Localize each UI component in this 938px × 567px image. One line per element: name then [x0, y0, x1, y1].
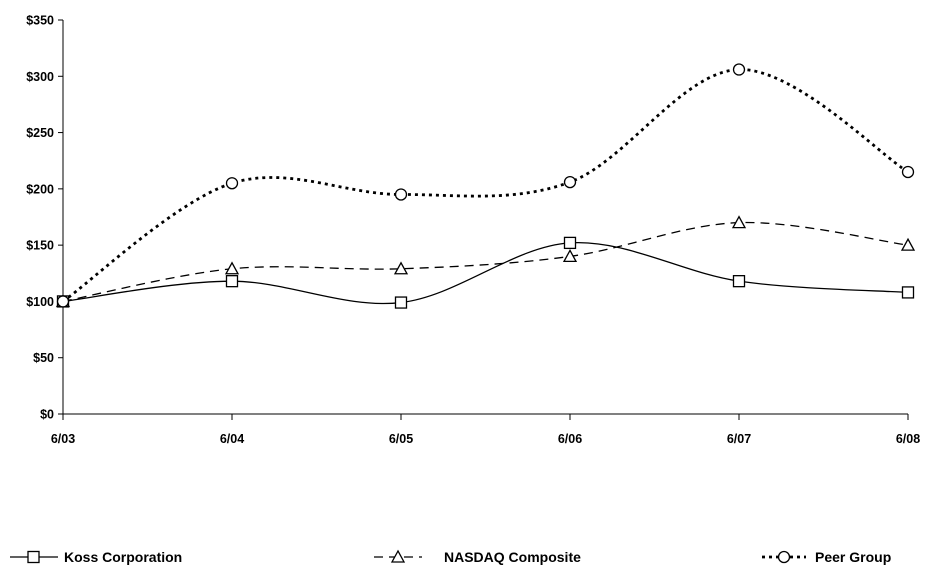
- y-tick: $300: [26, 70, 63, 84]
- x-tick-label: 6/04: [220, 432, 244, 446]
- data-point-koss: [394, 296, 408, 309]
- data-point-nasdaq: [731, 215, 747, 229]
- y-tick: $0: [40, 408, 63, 422]
- y-tick-label: $100: [26, 295, 54, 309]
- data-point-peer: [394, 188, 408, 201]
- y-tick-label: $250: [26, 126, 54, 140]
- y-tick-label: $300: [26, 70, 54, 84]
- x-tick-label: 6/03: [51, 432, 75, 446]
- circle-icon: [777, 550, 791, 564]
- data-point-peer: [225, 177, 239, 190]
- legend-item-nasdaq: NASDAQ Composite: [374, 549, 581, 565]
- x-ticks: 6/03 6/04 6/05 6/06 6/07 6/08: [51, 414, 920, 446]
- series-line-peer: [62, 68, 909, 303]
- series-line-nasdaq: [62, 221, 909, 303]
- x-tick: 6/07: [727, 414, 751, 446]
- y-tick: $200: [26, 182, 63, 196]
- x-tick-label: 6/08: [896, 432, 920, 446]
- y-tick-label: $200: [26, 182, 54, 196]
- data-point-koss: [901, 286, 915, 299]
- x-tick: 6/05: [389, 414, 413, 446]
- y-tick-label: $0: [40, 408, 54, 422]
- data-point-nasdaq: [562, 249, 578, 263]
- legend-label-peer: Peer Group: [815, 549, 891, 565]
- data-point-koss: [732, 275, 746, 288]
- legend-label-nasdaq: NASDAQ Composite: [444, 549, 581, 565]
- y-tick: $50: [33, 351, 63, 365]
- y-tick-label: $350: [26, 14, 54, 28]
- y-tick-label: $150: [26, 239, 54, 253]
- data-point-nasdaq: [393, 261, 409, 275]
- x-tick-label: 6/05: [389, 432, 413, 446]
- legend-item-peer: Peer Group: [762, 549, 891, 565]
- series-line-koss: [62, 242, 909, 305]
- data-point-peer: [901, 165, 915, 179]
- series-layer: [55, 63, 916, 309]
- x-tick: 6/06: [558, 414, 582, 446]
- x-tick: 6/03: [51, 414, 75, 446]
- x-tick: 6/04: [220, 414, 244, 446]
- data-point-koss: [563, 236, 577, 250]
- x-tick-label: 6/06: [558, 432, 582, 446]
- y-tick: $350: [26, 14, 63, 28]
- x-tick: 6/08: [896, 414, 920, 446]
- data-point-peer: [563, 175, 577, 189]
- y-ticks: $0 $50 $100 $150 $200 $250 $300 $350: [26, 14, 63, 422]
- data-point-nasdaq: [224, 261, 240, 275]
- square-icon: [27, 550, 40, 564]
- legend: Koss Corporation NASDAQ Composite Peer G…: [10, 549, 891, 565]
- data-point-nasdaq: [900, 237, 916, 251]
- triangle-icon: [390, 549, 406, 563]
- y-tick-label: $50: [33, 351, 54, 365]
- y-tick: $250: [26, 126, 63, 140]
- legend-label-koss: Koss Corporation: [64, 549, 182, 565]
- data-point-peer: [732, 63, 746, 76]
- x-tick-label: 6/07: [727, 432, 751, 446]
- y-tick: $150: [26, 239, 63, 253]
- legend-item-koss: Koss Corporation: [10, 549, 182, 565]
- data-point-koss: [225, 275, 239, 288]
- data-point-peer: [56, 295, 70, 308]
